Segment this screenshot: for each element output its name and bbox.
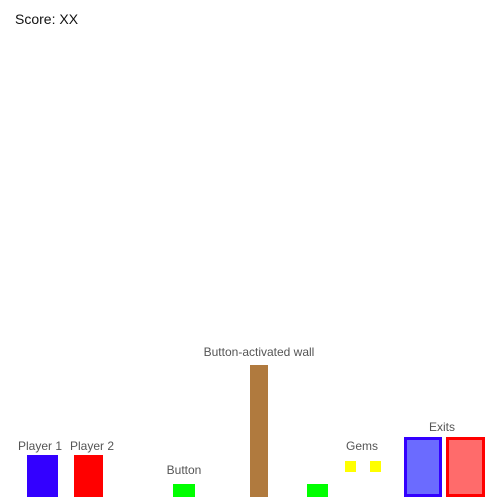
player-2-label: Player 2 <box>69 439 115 453</box>
gem[interactable] <box>345 461 356 472</box>
button-label: Button <box>166 463 202 477</box>
exit-player-1[interactable] <box>404 437 442 497</box>
pressure-button[interactable] <box>173 484 195 497</box>
gems-label: Gems <box>345 439 378 453</box>
exit-player-2[interactable] <box>446 437 485 497</box>
exits-label: Exits <box>428 420 455 434</box>
player-1[interactable] <box>27 455 58 497</box>
player-1-label: Player 1 <box>17 439 63 453</box>
player-2[interactable] <box>74 455 103 497</box>
wall-label: Button-activated wall <box>203 345 315 359</box>
button-activated-wall <box>250 365 268 497</box>
gem[interactable] <box>370 461 381 472</box>
score-display: Score: XX <box>15 11 79 27</box>
pressure-button[interactable] <box>307 484 328 497</box>
